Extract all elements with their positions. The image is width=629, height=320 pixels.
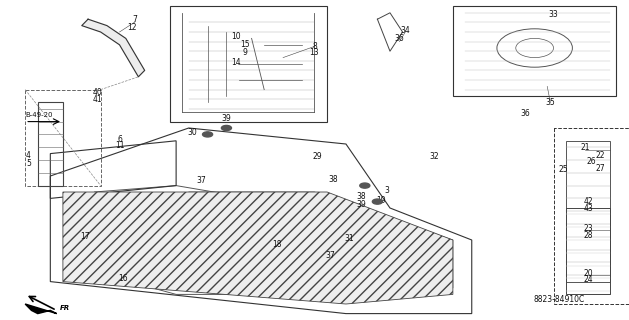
Text: 9: 9 xyxy=(243,48,248,57)
Text: 20: 20 xyxy=(583,269,593,278)
Text: 41: 41 xyxy=(92,95,103,104)
Text: 11: 11 xyxy=(114,141,125,150)
Text: 31: 31 xyxy=(344,234,354,243)
Text: 28: 28 xyxy=(583,231,593,240)
Circle shape xyxy=(372,199,382,204)
Circle shape xyxy=(203,132,213,137)
Text: 14: 14 xyxy=(231,58,241,67)
Text: B-49-20: B-49-20 xyxy=(25,112,53,118)
Text: 29: 29 xyxy=(313,152,323,161)
Text: 13: 13 xyxy=(309,48,320,57)
Text: 10: 10 xyxy=(231,32,241,41)
Text: 24: 24 xyxy=(583,276,593,284)
Polygon shape xyxy=(63,192,453,304)
Text: 15: 15 xyxy=(240,40,250,49)
Text: 33: 33 xyxy=(548,10,559,19)
Text: 21: 21 xyxy=(580,143,590,152)
Text: 25: 25 xyxy=(558,165,568,174)
Text: 23: 23 xyxy=(583,224,593,233)
Text: 19: 19 xyxy=(376,196,386,204)
Text: 22: 22 xyxy=(596,151,606,160)
Text: 32: 32 xyxy=(429,152,439,161)
Text: 18: 18 xyxy=(272,240,282,249)
Text: 8823-84910C: 8823-84910C xyxy=(534,295,585,304)
Polygon shape xyxy=(82,19,145,77)
Text: 43: 43 xyxy=(583,204,593,212)
Text: 4: 4 xyxy=(26,151,31,160)
Text: 8: 8 xyxy=(312,42,317,51)
Text: 36: 36 xyxy=(394,34,404,43)
Text: 42: 42 xyxy=(583,197,593,206)
Text: 17: 17 xyxy=(80,232,90,241)
Text: 39: 39 xyxy=(221,114,231,123)
Text: 12: 12 xyxy=(127,23,137,32)
Text: FR: FR xyxy=(60,305,70,311)
Text: 38: 38 xyxy=(328,175,338,184)
Text: 38: 38 xyxy=(357,192,367,201)
Text: 16: 16 xyxy=(118,274,128,283)
Circle shape xyxy=(221,125,231,131)
Text: 7: 7 xyxy=(133,15,138,24)
Text: 30: 30 xyxy=(187,128,197,137)
Text: 27: 27 xyxy=(596,164,606,172)
Text: 37: 37 xyxy=(325,252,335,260)
Text: 6: 6 xyxy=(117,135,122,144)
Circle shape xyxy=(360,183,370,188)
Text: 40: 40 xyxy=(92,88,103,97)
Text: 35: 35 xyxy=(545,98,555,107)
Text: 5: 5 xyxy=(26,159,31,168)
Text: 3: 3 xyxy=(384,186,389,195)
Text: 36: 36 xyxy=(520,109,530,118)
Text: 39: 39 xyxy=(357,200,367,209)
Text: 37: 37 xyxy=(196,176,206,185)
Text: 26: 26 xyxy=(586,157,596,166)
Text: 34: 34 xyxy=(401,26,411,35)
Polygon shape xyxy=(25,304,57,314)
